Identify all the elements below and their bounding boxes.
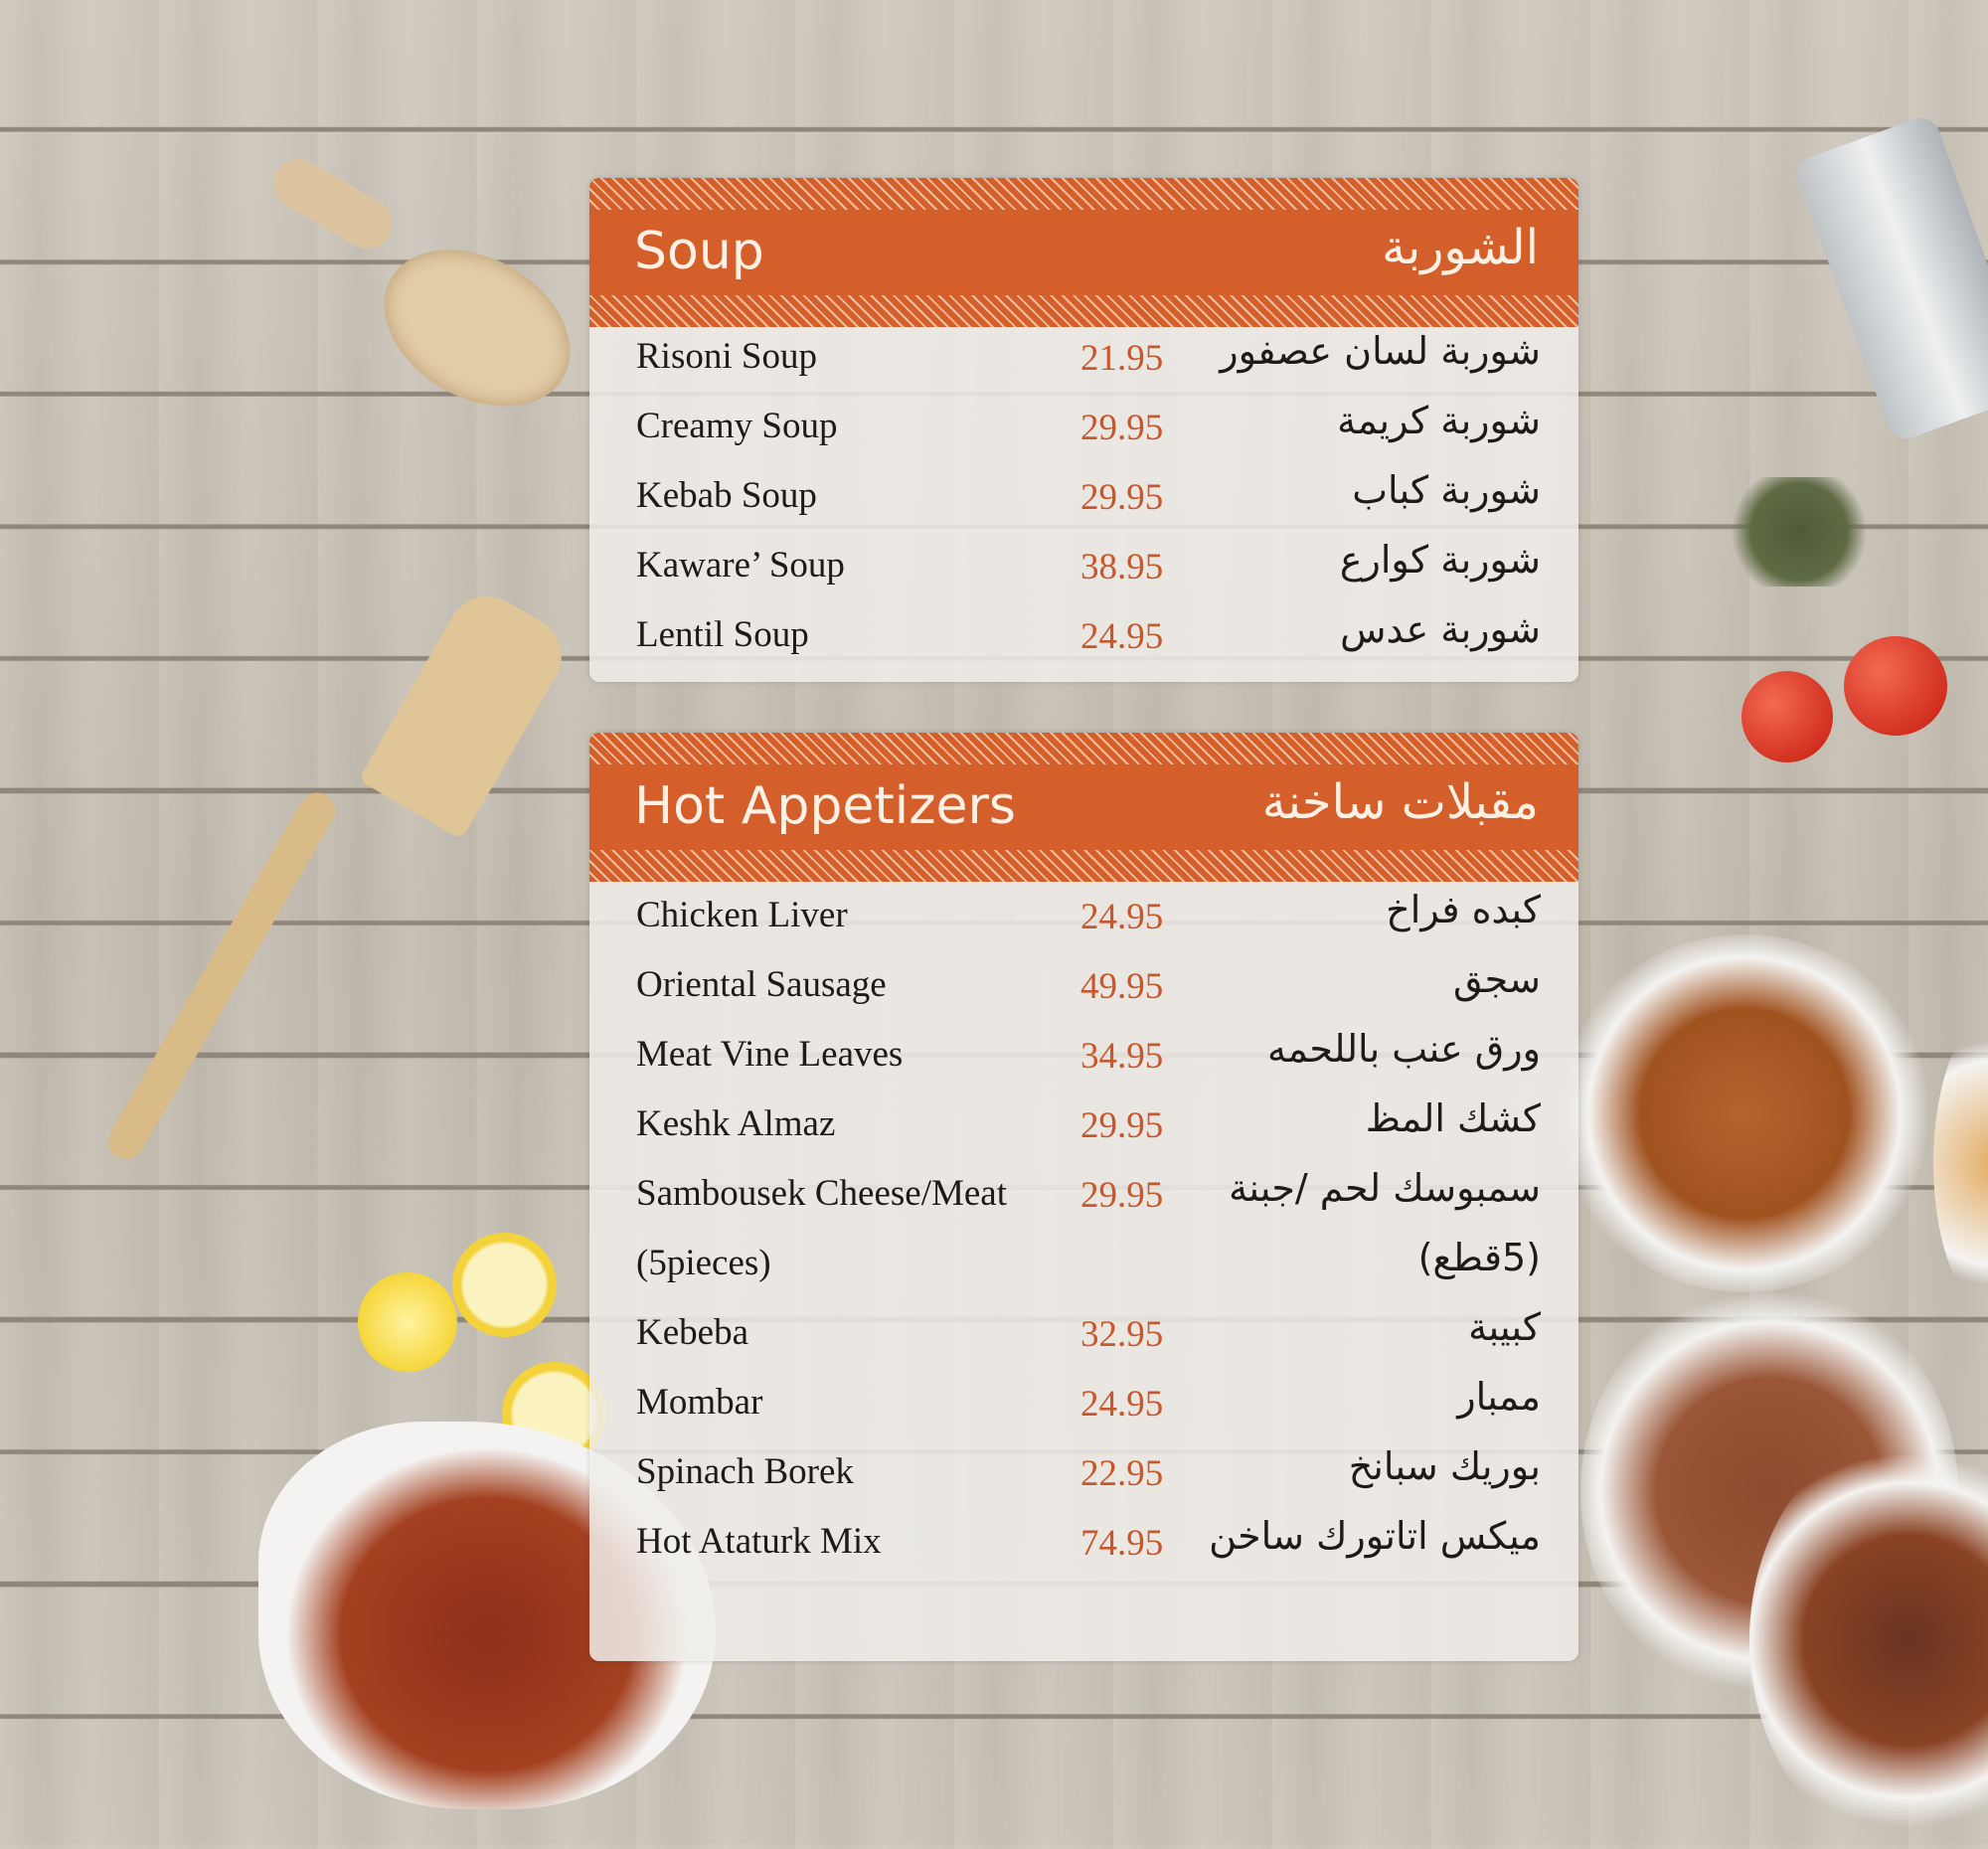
item-name-ar: شوربة لسان عصفور [1220, 329, 1541, 373]
item-name-en: Meat Vine Leaves [636, 1034, 904, 1075]
item-name-ar: كبيبة [1468, 1305, 1541, 1349]
lemon-slice-image [452, 1233, 557, 1337]
lemon-image [358, 1272, 457, 1372]
item-name-ar: كبده فراخ [1386, 888, 1541, 931]
menu-item: Hot Ataturk Mix 74.95 ميكس اتاتورك ساخن [589, 1514, 1578, 1590]
item-name-en: Creamy Soup [636, 406, 838, 446]
soup-menu-section: Soup الشوربة Risoni Soup 21.95 شوربة لسان … [589, 178, 1578, 682]
item-price: 24.95 [1080, 616, 1164, 657]
tomato-image [1844, 636, 1947, 736]
ornament-border [589, 178, 1578, 210]
menu-item: Spinach Borek 22.95 بوريك سبانخ [589, 1444, 1578, 1520]
item-name-ar: ورق عنب باللحمه [1267, 1027, 1541, 1071]
item-price: 32.95 [1080, 1314, 1164, 1355]
item-name-en: Spinach Borek [636, 1451, 854, 1492]
item-price: 22.95 [1080, 1453, 1164, 1494]
section-title-ar: مقبلات ساخنة [1261, 774, 1539, 830]
menu-item: Risoni Soup 21.95 شوربة لسان عصفور [589, 329, 1578, 405]
item-name-en: Oriental Sausage [636, 964, 887, 1005]
item-price: 21.95 [1080, 338, 1164, 379]
menu-item: Creamy Soup 29.95 شوربة كريمة [589, 399, 1578, 474]
menu-item: Sambousek Cheese/Meat 29.95 سمبوسك لحم /جب… [589, 1166, 1578, 1242]
menu-item: Lentil Soup 24.95 شوربة عدس [589, 607, 1578, 683]
item-name-ar: شوربة كريمة [1337, 399, 1541, 442]
item-name-en: Risoni Soup [636, 336, 817, 377]
item-price: 29.95 [1080, 477, 1164, 518]
item-name-en: Kebab Soup [636, 475, 817, 516]
item-name-ar: سجق [1452, 957, 1541, 1001]
menu-item: Oriental Sausage 49.95 سجق [589, 957, 1578, 1033]
item-name-ar: شوربة عدس [1340, 607, 1541, 651]
item-price: 29.95 [1080, 1105, 1164, 1146]
item-price: 24.95 [1080, 897, 1164, 937]
item-name-ar: كشك المظ [1365, 1096, 1541, 1140]
menu-item: Kaware’ Soup 38.95 شوربة كوارع [589, 538, 1578, 613]
section-title-ar: الشوربة [1382, 220, 1539, 275]
tomato-image [1741, 671, 1833, 762]
item-price: 49.95 [1080, 966, 1164, 1007]
item-name-en: Chicken Liver [636, 895, 848, 935]
item-price: 38.95 [1080, 547, 1164, 588]
item-price: 34.95 [1080, 1036, 1164, 1077]
ornament-border [589, 850, 1578, 882]
menu-item: Meat Vine Leaves 34.95 ورق عنب باللحمه [589, 1027, 1578, 1102]
item-price: 24.95 [1080, 1384, 1164, 1425]
item-name-ar: شوربة كباب [1352, 468, 1541, 512]
wooden-scoop-image [264, 149, 598, 438]
item-name-en: (5pieces) [636, 1243, 771, 1283]
menu-item: Kebeba 32.95 كبيبة [589, 1305, 1578, 1381]
hot-appetizers-menu-section: Hot Appetizers مقبلات ساخنة Chicken Live… [589, 733, 1578, 1661]
item-name-ar: ممبار [1457, 1375, 1541, 1419]
menu-item: Mombar 24.95 ممبار [589, 1375, 1578, 1450]
item-name-en: Sambousek Cheese/Meat [636, 1173, 1007, 1214]
ornament-border [589, 733, 1578, 764]
item-name-en: Kaware’ Soup [636, 545, 845, 586]
sambousek-dish-image [1933, 1004, 1988, 1322]
item-name-en: Keshk Almaz [636, 1103, 836, 1144]
item-price: 29.95 [1080, 408, 1164, 448]
section-header: Soup الشوربة [589, 178, 1578, 327]
item-name-ar: (5قطع) [1417, 1236, 1541, 1279]
section-title-en: Hot Appetizers [634, 776, 1017, 836]
menu-item: Kebab Soup 29.95 شوربة كباب [589, 468, 1578, 544]
item-name-ar: بوريك سبانخ [1348, 1444, 1541, 1488]
item-price: 29.95 [1080, 1175, 1164, 1216]
kibbeh-dish-image [1556, 934, 1933, 1292]
ornament-border [589, 295, 1578, 327]
section-title-en: Soup [634, 222, 764, 281]
item-name-ar: ميكس اتاتورك ساخن [1209, 1514, 1541, 1558]
herbs-image [1720, 477, 1879, 587]
item-price: 74.95 [1080, 1523, 1164, 1564]
section-header: Hot Appetizers مقبلات ساخنة [589, 733, 1578, 882]
stew-dish-image [1749, 1431, 1988, 1849]
item-name-ar: سمبوسك لحم /جبنة [1229, 1166, 1541, 1210]
item-name-en: Lentil Soup [636, 614, 809, 655]
menu-item-continuation: (5pieces) (5قطع) [589, 1236, 1578, 1311]
item-name-ar: شوربة كوارع [1339, 538, 1541, 582]
menu-item: Chicken Liver 24.95 كبده فراخ [589, 888, 1578, 963]
item-name-en: Hot Ataturk Mix [636, 1521, 882, 1562]
item-name-en: Kebeba [636, 1312, 748, 1353]
menu-item: Keshk Almaz 29.95 كشك المظ [589, 1096, 1578, 1172]
wooden-spatula-image [101, 582, 646, 1213]
salt-shaker-image [1792, 112, 1988, 444]
item-name-en: Mombar [636, 1382, 763, 1423]
